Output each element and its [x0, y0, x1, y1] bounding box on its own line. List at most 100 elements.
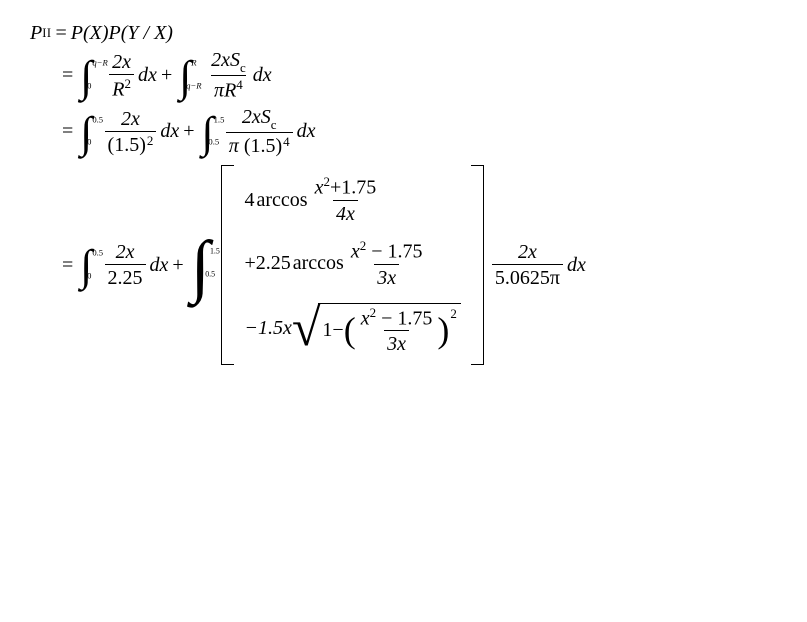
r1-coef: 4: [244, 189, 254, 212]
integral-2a: ∫ q−R 0: [79, 57, 105, 94]
tail-num: 2x: [515, 241, 540, 264]
big-bracket: 4 arccos x2+1.75 4x +2.25 arccos x2 − 1: [221, 165, 483, 365]
int-2b-upper: R: [191, 59, 206, 68]
paren-3a-close: ): [139, 134, 146, 156]
r3-rparen: ): [437, 320, 449, 342]
dx-2b: dx: [253, 64, 272, 87]
r3-outer-exp: 2: [450, 306, 457, 322]
int-2b-lower: q−R: [186, 82, 201, 91]
frac-3a-num: 2x: [118, 108, 143, 131]
rhs-line1: P(X)P(Y / X): [71, 22, 173, 45]
tail-den: 5.0625π: [492, 264, 563, 289]
r3-coef: −1.5x: [244, 317, 291, 340]
r3-inner-tail: − 1.75: [376, 307, 432, 329]
frac-2b-num: 2xSc: [208, 49, 249, 75]
int-2a-lower: 0: [87, 82, 102, 91]
int-4b-lower: 0.5: [205, 271, 215, 279]
bracket-left: [221, 165, 234, 365]
integral-3a: ∫ 0.5 0: [79, 113, 100, 150]
frac-4a: 2x 2.25: [105, 241, 146, 289]
int-3b-upper: 1.5: [214, 115, 225, 124]
r1-num: x2+1.75: [312, 175, 380, 200]
frac-3b-num-main: 2xS: [242, 106, 271, 128]
frac-2a-num: 2x: [109, 51, 134, 74]
r3-inner-frac: x2 − 1.75 3x: [358, 306, 436, 356]
r2-num-x: x: [351, 241, 360, 263]
frac-3a-den: (1.5)2: [105, 131, 157, 156]
r1-num-tail: +1.75: [330, 177, 376, 199]
frac-3b-num-sub: c: [271, 117, 277, 132]
bracket-row-2: +2.25 arccos x2 − 1.75 3x: [244, 239, 460, 289]
tail-dx: dx: [567, 254, 586, 277]
frac-2b-den-exp: 4: [236, 77, 243, 92]
frac-4a-num: 2x: [113, 241, 138, 264]
frac-2b-den-pi: π: [214, 80, 224, 102]
paren-3a-exp: 2: [147, 134, 154, 148]
tail-den-text: 5.0625π: [495, 267, 560, 289]
int-3a-upper: 0.5: [92, 115, 103, 124]
equals-3: =: [62, 120, 73, 143]
int-3a-lower: 0: [87, 138, 98, 147]
r3-inner-den: 3x: [384, 330, 409, 355]
paren-3a-val: 1.5: [114, 134, 139, 156]
int-sign-4b: ∫: [190, 237, 211, 297]
r2-coef: +2.25: [244, 252, 290, 275]
r2-fn: arccos: [293, 252, 344, 275]
r2-den: 3x: [374, 264, 399, 289]
surd-icon: √: [292, 312, 321, 365]
frac-3b: 2xSc π (1.5)4: [226, 106, 293, 157]
frac-3b-den: π (1.5)4: [226, 132, 293, 157]
frac-2a-den-exp: 2: [124, 76, 131, 91]
tail-frac: 2x 5.0625π: [492, 241, 563, 289]
equals-4: =: [62, 254, 73, 277]
paren-3b-close: ): [276, 135, 283, 157]
r1-frac: x2+1.75 4x: [312, 175, 380, 225]
frac-2b-num-main: 2xS: [211, 49, 240, 71]
r2-num: x2 − 1.75: [348, 239, 426, 264]
r3-paren: ( x2 − 1.75 3x ) 2: [344, 306, 457, 356]
dx-4a: dx: [150, 254, 169, 277]
frac-2a-den: R2: [109, 74, 134, 101]
int-2a-upper: q−R: [92, 59, 107, 68]
bracket-row-3: −1.5x √ 1− ( x2 − 1.75 3x: [244, 303, 460, 356]
int-4a-lower: 0: [87, 272, 98, 281]
paren-3a-open: (: [108, 134, 115, 156]
frac-3a: 2x (1.5)2: [105, 108, 157, 156]
integral-4b: ∫ 1.5 0.5: [190, 235, 218, 295]
frac-2b-den: πR4: [211, 75, 246, 102]
paren-3b-open: (: [244, 135, 251, 157]
integral-3b: ∫ 1.5 0.5: [201, 113, 222, 150]
bracket-row-1: 4 arccos x2+1.75 4x: [244, 175, 460, 225]
frac-2b-num-sub: c: [240, 60, 246, 75]
r3-one: 1−: [322, 319, 343, 342]
int-4a-upper: 0.5: [92, 248, 103, 257]
bracket-right: [471, 165, 484, 365]
r3-radicand: 1− ( x2 − 1.75 3x ) 2: [318, 303, 460, 356]
equals-1: =: [55, 22, 66, 45]
r2-num-tail: − 1.75: [366, 241, 422, 263]
line-4: = ∫ 0.5 0 2x 2.25 dx + ∫ 1.5 0.5 4: [58, 165, 586, 365]
r3-inner-num: x2 − 1.75: [358, 306, 436, 331]
frac-2a: 2x R2: [109, 51, 134, 101]
int-3b-lower: 0.5: [208, 138, 219, 147]
dx-3a: dx: [160, 120, 179, 143]
frac-3b-num: 2xSc: [239, 106, 280, 132]
paren-3b: (1.5)4: [244, 135, 290, 157]
r1-den: 4x: [333, 200, 358, 225]
frac-2a-den-R: R: [112, 78, 124, 100]
integral-4a: ∫ 0.5 0: [79, 247, 100, 284]
dx-2a: dx: [138, 64, 157, 87]
equation-block: P II = P(X)P(Y / X) = ∫ q−R 0 2x R2 dx +…: [30, 20, 777, 365]
plus-3: +: [183, 120, 194, 143]
integral-2b: ∫ R q−R: [178, 57, 204, 94]
r2-frac: x2 − 1.75 3x: [348, 239, 426, 289]
paren-3a: (1.5)2: [108, 134, 154, 156]
P-subscript-II: II: [42, 26, 51, 41]
dx-3b: dx: [297, 120, 316, 143]
frac-2b: 2xSc πR4: [208, 49, 249, 102]
bracket-body: 4 arccos x2+1.75 4x +2.25 arccos x2 − 1: [234, 165, 470, 365]
frac-2b-den-R: R: [224, 80, 236, 102]
frac-3b-den-pi: π: [229, 135, 239, 157]
r1-fn: arccos: [256, 189, 307, 212]
r3-sqrt: √ 1− ( x2 − 1.75 3x: [292, 303, 461, 356]
